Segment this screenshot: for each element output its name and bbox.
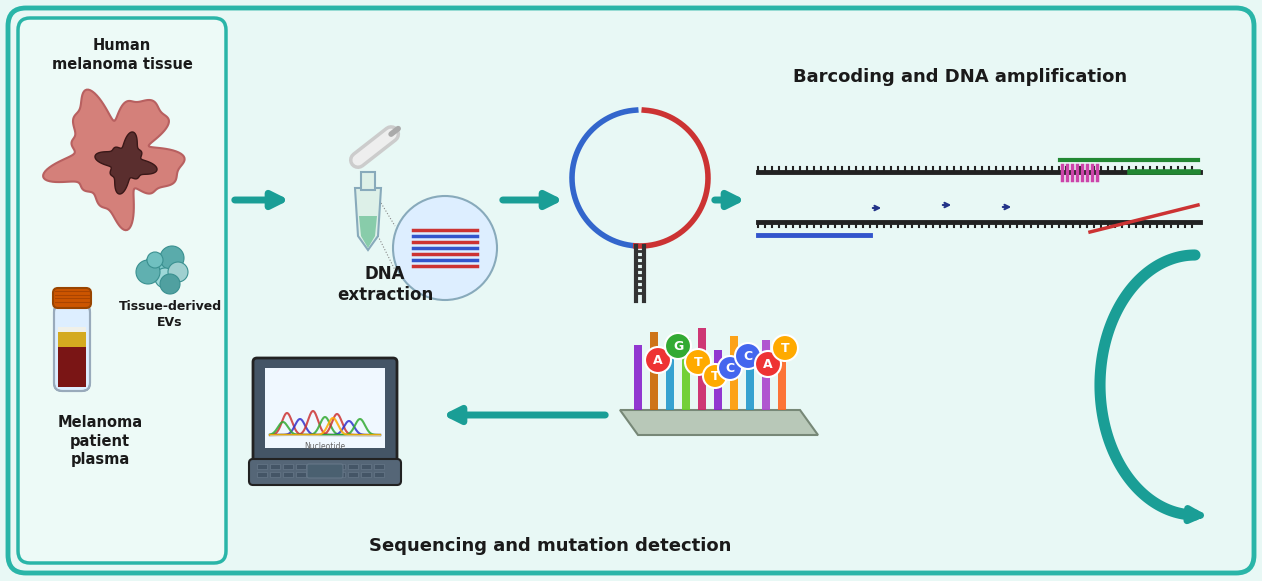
FancyBboxPatch shape bbox=[322, 472, 332, 477]
Circle shape bbox=[168, 262, 188, 282]
Text: Human
melanoma tissue: Human melanoma tissue bbox=[52, 38, 192, 71]
Circle shape bbox=[155, 268, 175, 288]
Bar bbox=[361, 172, 375, 190]
Circle shape bbox=[665, 333, 692, 359]
FancyBboxPatch shape bbox=[297, 472, 305, 477]
Circle shape bbox=[685, 349, 711, 375]
Text: T: T bbox=[694, 356, 703, 368]
Polygon shape bbox=[95, 132, 156, 194]
Bar bbox=[681, 338, 690, 410]
Text: Barcoding and DNA amplification: Barcoding and DNA amplification bbox=[793, 68, 1127, 86]
Bar bbox=[650, 332, 658, 410]
FancyBboxPatch shape bbox=[54, 304, 90, 391]
FancyBboxPatch shape bbox=[361, 464, 371, 469]
Polygon shape bbox=[358, 216, 377, 248]
Polygon shape bbox=[620, 410, 818, 435]
Bar bbox=[714, 350, 722, 410]
Text: C: C bbox=[743, 350, 752, 363]
FancyBboxPatch shape bbox=[309, 472, 319, 477]
FancyBboxPatch shape bbox=[53, 288, 91, 308]
FancyBboxPatch shape bbox=[334, 472, 345, 477]
FancyBboxPatch shape bbox=[249, 459, 401, 485]
FancyBboxPatch shape bbox=[374, 464, 384, 469]
FancyBboxPatch shape bbox=[270, 472, 280, 477]
FancyBboxPatch shape bbox=[307, 464, 343, 478]
Bar bbox=[58, 347, 86, 387]
FancyBboxPatch shape bbox=[322, 464, 332, 469]
Bar bbox=[762, 340, 770, 410]
FancyBboxPatch shape bbox=[265, 368, 385, 448]
FancyBboxPatch shape bbox=[361, 472, 371, 477]
Text: G: G bbox=[673, 339, 683, 353]
Text: DNA
extraction: DNA extraction bbox=[337, 265, 433, 304]
Text: A: A bbox=[654, 353, 663, 367]
Bar bbox=[729, 336, 738, 410]
Circle shape bbox=[755, 351, 781, 377]
Bar bbox=[634, 345, 642, 410]
FancyBboxPatch shape bbox=[252, 358, 398, 462]
Text: Tissue-derived
EVs: Tissue-derived EVs bbox=[119, 300, 222, 329]
FancyBboxPatch shape bbox=[8, 8, 1254, 573]
Polygon shape bbox=[43, 89, 184, 230]
Circle shape bbox=[718, 356, 742, 380]
Circle shape bbox=[645, 347, 671, 373]
FancyBboxPatch shape bbox=[297, 464, 305, 469]
Bar bbox=[666, 355, 674, 410]
FancyBboxPatch shape bbox=[374, 472, 384, 477]
FancyBboxPatch shape bbox=[270, 464, 280, 469]
FancyBboxPatch shape bbox=[257, 464, 268, 469]
Circle shape bbox=[136, 260, 160, 284]
Bar bbox=[58, 331, 86, 347]
Bar bbox=[777, 347, 786, 410]
Text: Melanoma
patient
plasma: Melanoma patient plasma bbox=[58, 415, 143, 467]
FancyBboxPatch shape bbox=[283, 464, 293, 469]
Text: T: T bbox=[781, 342, 789, 354]
FancyBboxPatch shape bbox=[18, 18, 226, 563]
Circle shape bbox=[392, 196, 497, 300]
Circle shape bbox=[772, 335, 798, 361]
Text: C: C bbox=[726, 361, 734, 375]
Bar bbox=[698, 328, 705, 410]
Text: Sequencing and mutation detection: Sequencing and mutation detection bbox=[369, 537, 731, 555]
Circle shape bbox=[160, 246, 184, 270]
Text: T: T bbox=[711, 370, 719, 382]
Text: A: A bbox=[764, 357, 772, 371]
FancyBboxPatch shape bbox=[334, 464, 345, 469]
Circle shape bbox=[146, 252, 163, 268]
FancyBboxPatch shape bbox=[283, 472, 293, 477]
Circle shape bbox=[144, 254, 172, 282]
FancyBboxPatch shape bbox=[348, 472, 358, 477]
Circle shape bbox=[703, 364, 727, 388]
Bar bbox=[58, 327, 86, 332]
Text: Nucleotide: Nucleotide bbox=[304, 442, 346, 451]
FancyBboxPatch shape bbox=[257, 472, 268, 477]
Polygon shape bbox=[355, 188, 381, 250]
Bar bbox=[746, 352, 753, 410]
Circle shape bbox=[734, 343, 761, 369]
Circle shape bbox=[160, 274, 180, 294]
FancyBboxPatch shape bbox=[309, 464, 319, 469]
FancyBboxPatch shape bbox=[348, 464, 358, 469]
